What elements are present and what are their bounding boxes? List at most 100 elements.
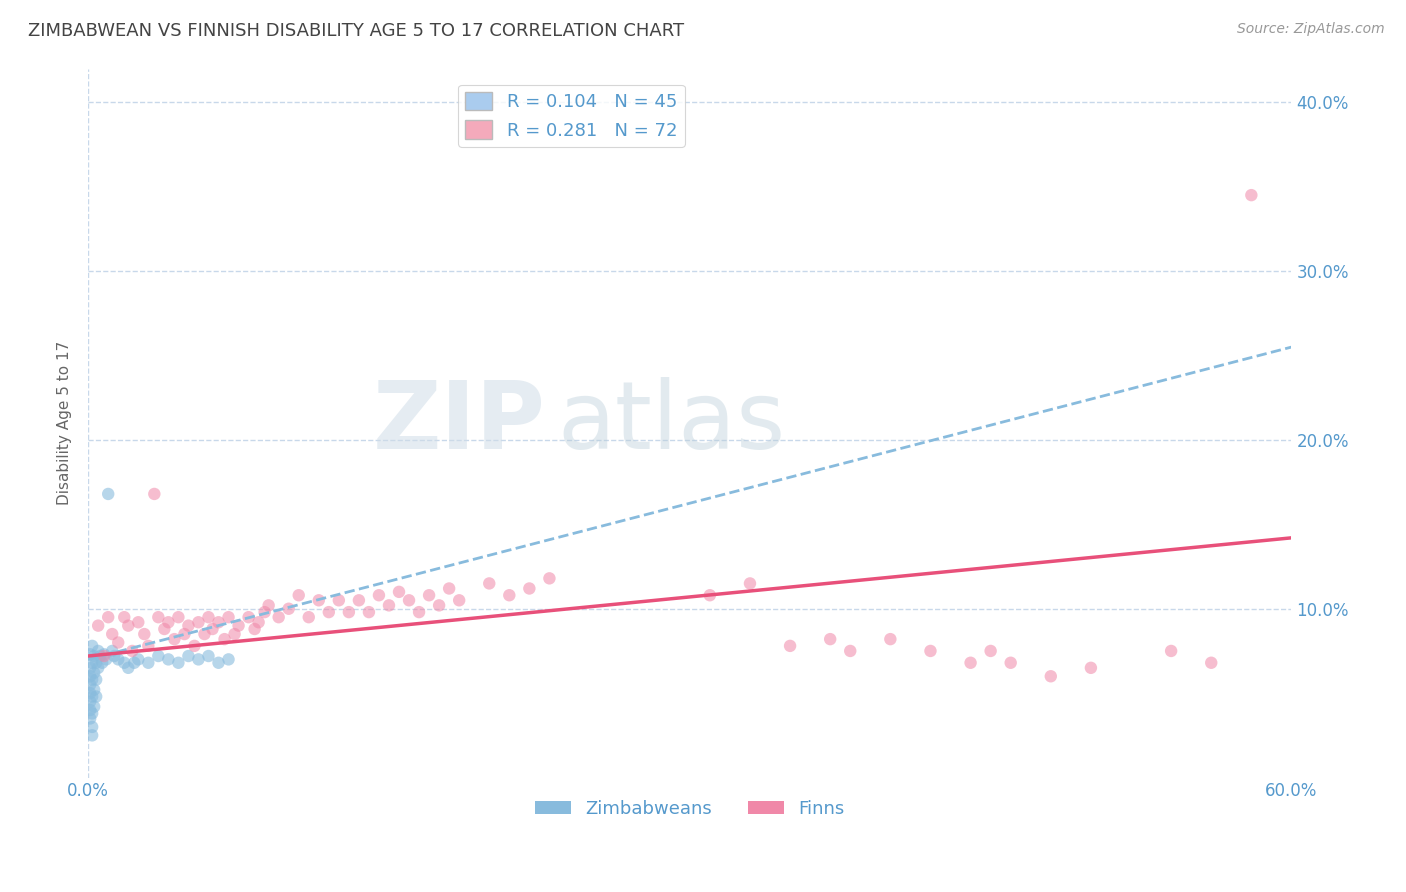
Point	[157, 652, 180, 666]
Point	[347, 593, 370, 607]
Point	[238, 610, 260, 624]
Point	[398, 593, 420, 607]
Point	[287, 588, 309, 602]
Point	[124, 656, 146, 670]
Point	[378, 599, 401, 613]
Point	[247, 615, 270, 630]
Point	[134, 627, 156, 641]
Point	[82, 690, 104, 704]
Point	[82, 673, 104, 687]
Point	[107, 635, 129, 649]
Point	[193, 627, 215, 641]
Point	[79, 711, 101, 725]
Point	[82, 639, 104, 653]
Point	[218, 610, 240, 624]
Point	[318, 605, 340, 619]
Point	[177, 618, 200, 632]
Point	[83, 648, 105, 663]
Point	[1240, 188, 1263, 202]
Point	[163, 632, 186, 647]
Point	[449, 593, 471, 607]
Point	[1080, 661, 1102, 675]
Point	[879, 632, 901, 647]
Point	[779, 639, 801, 653]
Point	[839, 644, 862, 658]
Point	[153, 622, 176, 636]
Point	[224, 627, 246, 641]
Point	[187, 615, 209, 630]
Point	[218, 652, 240, 666]
Point	[197, 610, 219, 624]
Point	[127, 615, 149, 630]
Point	[498, 588, 520, 602]
Point	[83, 682, 105, 697]
Point	[980, 644, 1002, 658]
Point	[107, 652, 129, 666]
Point	[83, 699, 105, 714]
Point	[197, 648, 219, 663]
Text: ZIMBABWEAN VS FINNISH DISABILITY AGE 5 TO 17 CORRELATION CHART: ZIMBABWEAN VS FINNISH DISABILITY AGE 5 T…	[28, 22, 685, 40]
Point	[84, 673, 107, 687]
Point	[82, 728, 104, 742]
Text: atlas: atlas	[557, 377, 786, 469]
Point	[167, 610, 190, 624]
Point	[97, 487, 120, 501]
Point	[79, 678, 101, 692]
Point	[89, 648, 111, 663]
Point	[87, 618, 110, 632]
Point	[187, 652, 209, 666]
Point	[96, 652, 118, 666]
Point	[83, 665, 105, 680]
Point	[97, 610, 120, 624]
Point	[1199, 656, 1222, 670]
Point	[427, 599, 450, 613]
Point	[201, 622, 224, 636]
Point	[127, 652, 149, 666]
Point	[337, 605, 360, 619]
Point	[277, 601, 299, 615]
Point	[357, 605, 380, 619]
Point	[328, 593, 350, 607]
Point	[959, 656, 981, 670]
Point	[93, 648, 115, 663]
Point	[437, 582, 460, 596]
Point	[1160, 644, 1182, 658]
Point	[738, 576, 761, 591]
Point	[157, 615, 180, 630]
Point	[257, 599, 280, 613]
Point	[143, 487, 166, 501]
Point	[87, 661, 110, 675]
Point	[207, 615, 229, 630]
Point	[87, 644, 110, 658]
Point	[79, 648, 101, 662]
Point	[1039, 669, 1062, 683]
Point	[93, 648, 115, 662]
Point	[136, 639, 159, 653]
Point	[478, 576, 501, 591]
Point	[101, 627, 124, 641]
Point	[117, 618, 139, 632]
Point	[368, 588, 391, 602]
Point	[298, 610, 321, 624]
Point	[112, 656, 135, 670]
Point	[117, 661, 139, 675]
Point	[79, 686, 101, 700]
Point	[253, 605, 276, 619]
Point	[79, 703, 101, 717]
Point	[121, 644, 143, 658]
Point	[183, 639, 205, 653]
Text: ZIP: ZIP	[373, 377, 546, 469]
Point	[920, 644, 942, 658]
Point	[1000, 656, 1022, 670]
Point	[79, 669, 101, 683]
Point	[308, 593, 330, 607]
Legend: Zimbabweans, Finns: Zimbabweans, Finns	[527, 793, 852, 825]
Text: Source: ZipAtlas.com: Source: ZipAtlas.com	[1237, 22, 1385, 37]
Point	[177, 648, 200, 663]
Point	[214, 632, 236, 647]
Point	[136, 656, 159, 670]
Point	[418, 588, 440, 602]
Point	[101, 644, 124, 658]
Point	[388, 585, 411, 599]
Point	[84, 690, 107, 704]
